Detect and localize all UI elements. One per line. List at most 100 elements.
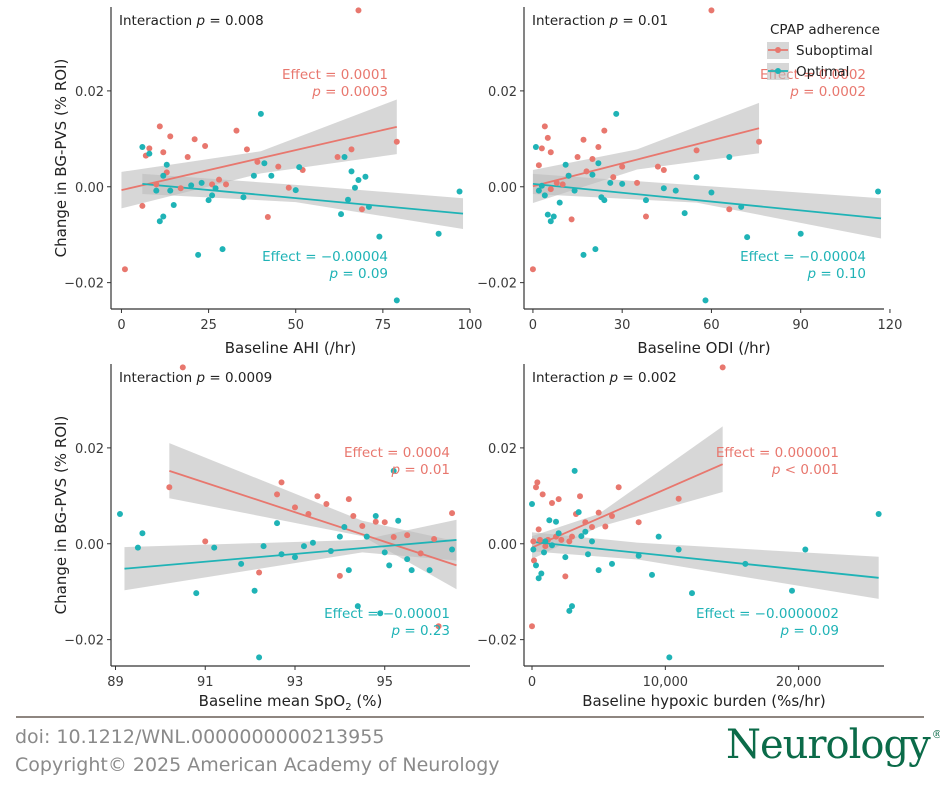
point-optimal: [592, 246, 599, 253]
point-optimal: [689, 590, 695, 597]
point-suboptimal: [541, 123, 548, 130]
point-suboptimal: [160, 149, 167, 156]
point-suboptimal: [535, 526, 542, 533]
point-suboptimal: [534, 479, 541, 486]
legend-key-point: [775, 68, 781, 74]
point-optimal: [341, 154, 348, 161]
x-tick-label: 50: [287, 318, 304, 333]
point-optimal: [212, 185, 219, 192]
point-optimal: [571, 467, 578, 474]
point-suboptimal: [634, 179, 641, 186]
point-optimal: [549, 542, 555, 549]
point-suboptimal: [404, 532, 411, 539]
point-suboptimal: [577, 493, 583, 500]
effect-p-value: = 0.09: [338, 266, 388, 282]
legend-label-suboptimal: Suboptimal: [796, 43, 873, 59]
effect-p-suboptimal: p = 0.01: [390, 462, 450, 478]
point-optimal: [562, 161, 569, 168]
point-optimal: [292, 187, 299, 194]
point-optimal: [205, 197, 212, 204]
point-optimal: [156, 218, 163, 225]
point-optimal: [238, 560, 245, 567]
point-suboptimal: [660, 166, 667, 173]
y-tick-label: 0.02: [75, 442, 104, 457]
x-tick-label: 95: [376, 675, 393, 690]
point-suboptimal: [529, 623, 535, 630]
point-suboptimal: [538, 145, 545, 152]
point-optimal: [530, 546, 537, 553]
effect-p-symbol: p: [390, 623, 400, 639]
y-axis-label: Change in BG-PVS (% ROI): [52, 59, 70, 258]
point-optimal: [404, 556, 411, 563]
point-suboptimal: [642, 213, 649, 220]
fit-line-optimal: [532, 182, 882, 220]
point-optimal: [556, 199, 563, 206]
point-suboptimal: [417, 550, 424, 557]
point-optimal: [550, 213, 557, 220]
interaction-p: p: [196, 13, 206, 29]
point-optimal: [351, 184, 358, 191]
fit-line-suboptimal: [531, 463, 724, 549]
panel-top-right: −0.02 0.00 0.02 0 30 60 90 120 Baseline ODI (/hr…: [477, 7, 902, 357]
point-optimal: [672, 187, 679, 194]
point-optimal: [566, 607, 573, 614]
point-suboptimal: [166, 484, 173, 491]
effect-p-value: = 0.09: [789, 623, 839, 639]
interaction-prefix: Interaction: [532, 13, 610, 29]
point-optimal: [139, 143, 146, 150]
point-optimal: [261, 160, 268, 167]
point-suboptimal: [177, 185, 184, 192]
point-suboptimal: [539, 491, 546, 498]
interaction-value: = 0.0009: [205, 370, 272, 386]
point-optimal: [426, 567, 433, 574]
point-optimal: [381, 549, 388, 556]
y-tick-label: 0.00: [488, 181, 517, 196]
point-optimal: [580, 251, 587, 258]
point-optimal: [535, 187, 542, 194]
logo-wordmark: Neurology: [726, 722, 931, 768]
y-tick-label: −0.02: [477, 277, 517, 292]
point-optimal: [160, 213, 167, 220]
point-suboptimal: [202, 143, 209, 150]
y-tick-label: 0.02: [75, 85, 104, 100]
x-tick-label: 75: [375, 318, 392, 333]
y-axis-label: Change in BG-PVS (% ROI): [52, 416, 70, 615]
point-optimal: [547, 218, 554, 225]
fit-line-optimal: [124, 539, 457, 570]
x-axis-label-text: Baseline ODI (/hr): [637, 339, 770, 357]
point-suboptimal: [334, 154, 341, 161]
effect-p-value: = 0.01: [400, 462, 450, 478]
legend-key-point: [775, 47, 781, 53]
point-suboptimal: [381, 519, 388, 526]
point-optimal: [578, 533, 585, 540]
point-optimal: [555, 530, 562, 537]
y-tick-label: −0.02: [64, 634, 104, 649]
effect-p-symbol: p: [771, 462, 781, 478]
point-optimal: [541, 549, 547, 556]
point-suboptimal: [582, 519, 589, 526]
point-suboptimal: [549, 500, 555, 507]
panel-bottom-left: −0.02 0.00 0.02 89 91 93 95 Baseline mean SpO2 …: [52, 364, 470, 713]
point-suboptimal: [275, 163, 282, 170]
effect-p-suboptimal: p = 0.0002: [789, 84, 866, 100]
point-suboptimal: [209, 181, 216, 188]
point-optimal: [553, 518, 559, 525]
point-optimal: [376, 233, 383, 240]
point-suboptimal: [589, 523, 595, 530]
point-optimal: [613, 110, 620, 117]
point-suboptimal: [355, 7, 362, 14]
point-suboptimal: [555, 496, 562, 503]
point-optimal: [193, 590, 200, 597]
point-suboptimal: [121, 266, 128, 273]
point-optimal: [435, 230, 442, 237]
point-optimal: [607, 179, 614, 186]
point-suboptimal: [559, 181, 566, 188]
point-suboptimal: [358, 206, 365, 213]
x-axis-label-subscript: 2: [345, 702, 351, 713]
ci-ribbon-optimal: [532, 532, 879, 599]
point-suboptimal: [184, 154, 191, 161]
point-optimal: [797, 230, 804, 237]
point-optimal: [595, 567, 602, 574]
x-axis-label: Baseline mean SpO2 (%): [199, 692, 383, 713]
effect-p-optimal: p = 0.09: [779, 623, 839, 639]
